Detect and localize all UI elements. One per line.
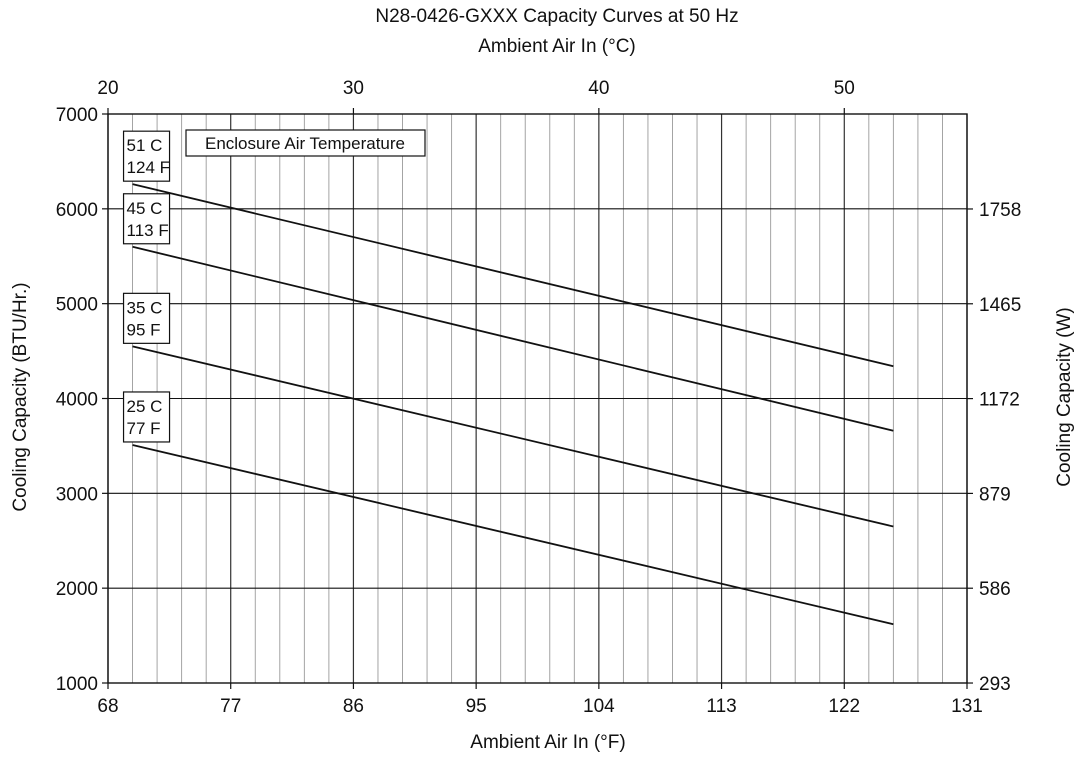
y-tick-label: 3000: [56, 484, 98, 505]
series-layer: 51 C 124 F 45 C 113 F 35 C 95 F 25 C 77 F: [122, 130, 894, 626]
series-line-1: [132, 183, 894, 368]
y-tick-label: 4000: [56, 390, 98, 411]
series-line-4: [132, 444, 894, 626]
y2-tick-label: 293: [979, 674, 1011, 695]
series-label-box: [122, 391, 171, 443]
series-label-line: 25 C: [127, 397, 163, 416]
series-label-line: 77 F: [127, 419, 161, 438]
x-tick-label: 122: [828, 696, 860, 717]
x-tick-label: 77: [220, 696, 241, 717]
y-tick-label: 5000: [56, 295, 98, 316]
x-axis-title: Ambient Air In (°F): [470, 732, 625, 753]
x-tick-label: 113: [706, 696, 736, 717]
x-tick-label: 131: [951, 696, 983, 717]
x-top-tick-label: 20: [97, 78, 118, 99]
series-label-line: 35 C: [127, 298, 163, 317]
legend-title: Enclosure Air Temperature: [205, 134, 405, 153]
y2-tick-label: 879: [979, 484, 1011, 505]
y2-tick-label: 1465: [979, 295, 1021, 316]
y-axis-title: Cooling Capacity (BTU/Hr.): [10, 282, 31, 511]
series-label-box: [122, 130, 171, 182]
series-label-line: 51 C: [127, 136, 163, 155]
x-tick-label: 86: [343, 696, 364, 717]
y-tick-label: 1000: [56, 674, 98, 695]
series-label-line: 95 F: [127, 320, 161, 339]
tick-layer: 68 77 86 95 104 113 122 131 20 30 40 50 1000 2000 3000…: [56, 78, 1022, 717]
x-top-tick-label: 30: [343, 78, 364, 99]
x-tick-label: 104: [583, 696, 615, 717]
y-tick-label: 6000: [56, 200, 98, 221]
y2-tick-label: 1172: [979, 390, 1020, 411]
x-top-axis-title: Ambient Air In (°C): [478, 36, 636, 57]
series-label-box: [122, 292, 171, 344]
series-label-line: 113 F: [127, 221, 169, 240]
chart-title: N28-0426-GXXX Capacity Curves at 50 Hz: [375, 6, 738, 27]
x-tick-label: 68: [97, 696, 118, 717]
series-label-line: 45 C: [127, 199, 163, 218]
grid-layer: [107, 113, 968, 684]
series-label-box: [122, 193, 171, 245]
y-tick-label: 2000: [56, 579, 98, 600]
y2-tick-label: 1758: [979, 200, 1021, 221]
y-tick-label: 7000: [56, 105, 98, 126]
y2-axis-title: Cooling Capacity (W): [1054, 307, 1075, 487]
x-top-tick-label: 40: [588, 78, 609, 99]
x-top-tick-label: 50: [834, 78, 855, 99]
x-tick-label: 95: [466, 696, 487, 717]
series-line-3: [132, 345, 894, 528]
series-label-line: 124 F: [127, 158, 170, 177]
y2-tick-label: 586: [979, 579, 1011, 600]
legend-layer: Enclosure Air Temperature: [185, 129, 426, 157]
series-line-2: [132, 245, 894, 432]
legend-title-box: [185, 129, 426, 157]
